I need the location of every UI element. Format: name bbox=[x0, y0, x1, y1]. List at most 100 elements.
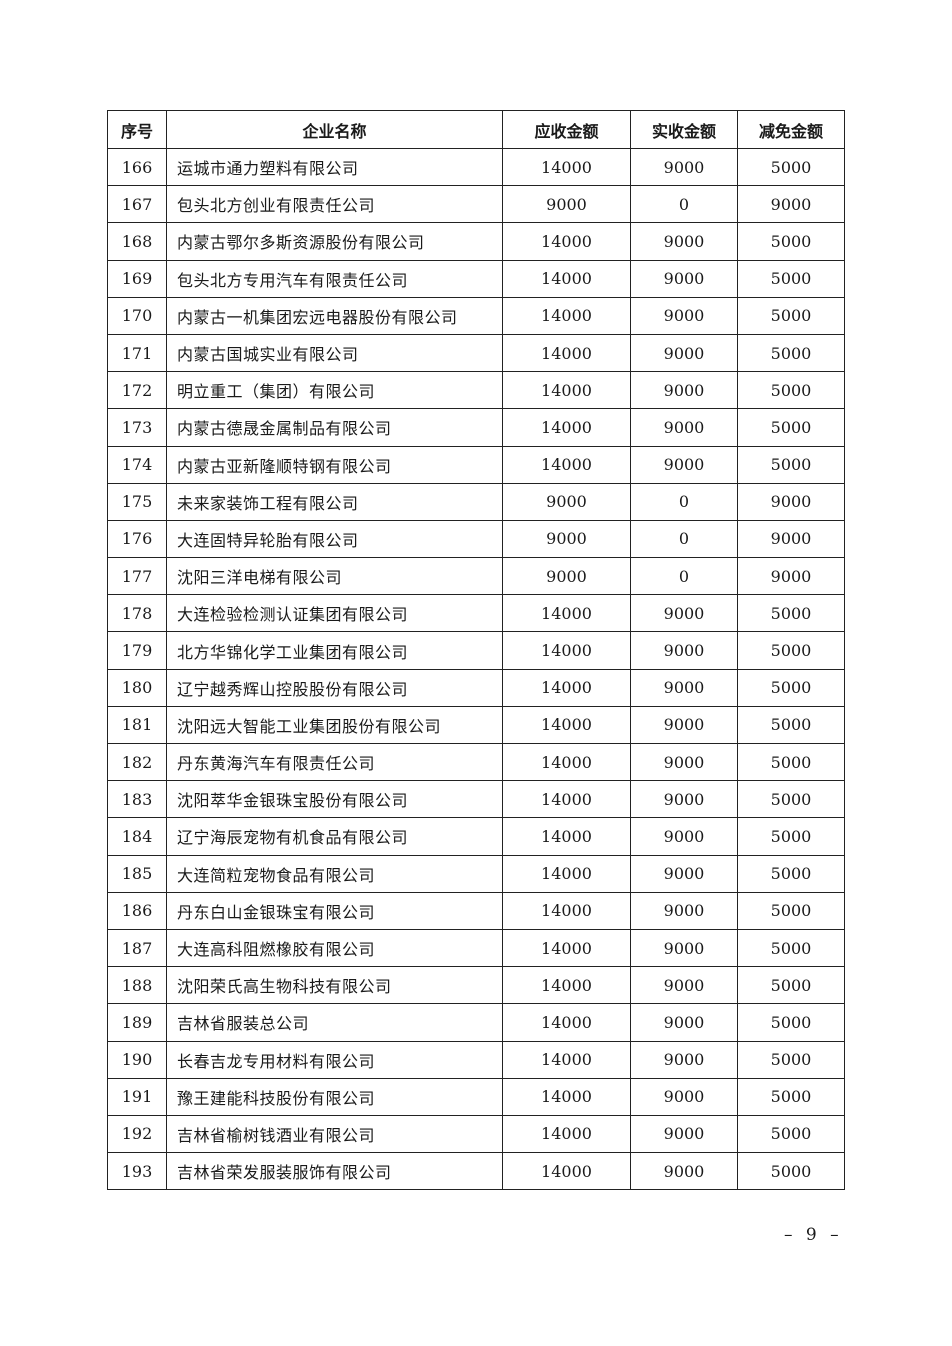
cell-amount-received: 9000 bbox=[630, 631, 738, 670]
table-row: 191 豫王建能科技股份有限公司 14000 9000 5000 bbox=[107, 1077, 845, 1116]
cell-amount-waived: 5000 bbox=[737, 1077, 845, 1116]
cell-company-name: 包头北方创业有限责任公司 bbox=[166, 185, 503, 224]
cell-amount-waived: 9000 bbox=[737, 185, 845, 224]
cell-amount-receivable: 14000 bbox=[502, 259, 631, 298]
cell-amount-waived: 5000 bbox=[737, 928, 845, 968]
cell-company-name: 内蒙古德晟金属制品有限公司 bbox=[166, 408, 503, 447]
cell-amount-receivable: 14000 bbox=[502, 780, 631, 819]
cell-amount-waived: 5000 bbox=[737, 966, 845, 1005]
cell-amount-received: 9000 bbox=[630, 408, 738, 447]
cell-company-name: 未来家装饰工程有限公司 bbox=[166, 482, 503, 521]
cell-amount-waived: 5000 bbox=[737, 445, 845, 484]
cell-amount-receivable: 9000 bbox=[502, 519, 631, 559]
cell-amount-receivable: 14000 bbox=[502, 742, 631, 782]
cell-amount-received: 9000 bbox=[630, 1077, 738, 1116]
cell-company-name: 吉林省榆树钱酒业有限公司 bbox=[166, 1114, 503, 1154]
cell-amount-received: 9000 bbox=[630, 259, 738, 298]
cell-company-name: 豫王建能科技股份有限公司 bbox=[166, 1077, 503, 1116]
cell-company-name: 运城市通力塑料有限公司 bbox=[166, 147, 503, 187]
cell-amount-receivable: 14000 bbox=[502, 371, 631, 410]
cell-serial: 183 bbox=[107, 780, 167, 819]
cell-amount-received: 9000 bbox=[630, 445, 738, 484]
table-row: 192 吉林省榆树钱酒业有限公司 14000 9000 5000 bbox=[107, 1114, 845, 1154]
cell-serial: 190 bbox=[107, 1040, 167, 1079]
cell-amount-received: 9000 bbox=[630, 928, 738, 968]
table-row: 175 未来家装饰工程有限公司 9000 0 9000 bbox=[107, 482, 845, 521]
table-row: 177 沈阳三洋电梯有限公司 9000 0 9000 bbox=[107, 557, 845, 596]
header-serial: 序号 bbox=[107, 110, 167, 149]
cell-company-name: 沈阳远大智能工业集团股份有限公司 bbox=[166, 705, 503, 745]
cell-amount-waived: 5000 bbox=[737, 668, 845, 707]
cell-amount-receivable: 14000 bbox=[502, 1003, 631, 1042]
cell-amount-waived: 5000 bbox=[737, 1003, 845, 1042]
table-row: 174 内蒙古亚新隆顺特钢有限公司 14000 9000 5000 bbox=[107, 445, 845, 484]
cell-amount-received: 9000 bbox=[630, 1003, 738, 1042]
cell-amount-received: 9000 bbox=[630, 854, 738, 893]
cell-serial: 193 bbox=[107, 1152, 167, 1191]
table-row: 184 辽宁海辰宠物有机食品有限公司 14000 9000 5000 bbox=[107, 817, 845, 856]
header-amount-received: 实收金额 bbox=[630, 110, 738, 149]
header-amount-receivable: 应收金额 bbox=[502, 110, 631, 149]
cell-serial: 169 bbox=[107, 259, 167, 298]
cell-amount-received: 9000 bbox=[630, 891, 738, 930]
cell-amount-receivable: 14000 bbox=[502, 445, 631, 484]
cell-amount-received: 9000 bbox=[630, 668, 738, 707]
table-row: 169 包头北方专用汽车有限责任公司 14000 9000 5000 bbox=[107, 259, 845, 298]
cell-amount-receivable: 14000 bbox=[502, 705, 631, 745]
table-row: 166 运城市通力塑料有限公司 14000 9000 5000 bbox=[107, 147, 845, 187]
table-row: 171 内蒙古国城实业有限公司 14000 9000 5000 bbox=[107, 333, 845, 373]
cell-amount-receivable: 14000 bbox=[502, 296, 631, 335]
table-row: 187 大连高科阻燃橡胶有限公司 14000 9000 5000 bbox=[107, 928, 845, 968]
cell-amount-received: 9000 bbox=[630, 966, 738, 1005]
cell-amount-received: 9000 bbox=[630, 296, 738, 335]
table-row: 172 明立重工（集团）有限公司 14000 9000 5000 bbox=[107, 371, 845, 410]
cell-company-name: 大连高科阻燃橡胶有限公司 bbox=[166, 928, 503, 968]
cell-serial: 191 bbox=[107, 1077, 167, 1116]
cell-amount-received: 9000 bbox=[630, 780, 738, 819]
table-row: 168 内蒙古鄂尔多斯资源股份有限公司 14000 9000 5000 bbox=[107, 222, 845, 261]
cell-company-name: 大连简粒宠物食品有限公司 bbox=[166, 854, 503, 893]
cell-serial: 174 bbox=[107, 445, 167, 484]
cell-serial: 185 bbox=[107, 854, 167, 893]
cell-amount-waived: 9000 bbox=[737, 482, 845, 521]
cell-amount-received: 9000 bbox=[630, 333, 738, 373]
table-header-row: 序号 企业名称 应收金额 实收金额 减免金额 bbox=[107, 110, 845, 149]
cell-amount-waived: 5000 bbox=[737, 1040, 845, 1079]
cell-serial: 175 bbox=[107, 482, 167, 521]
cell-amount-waived: 5000 bbox=[737, 1152, 845, 1191]
cell-amount-received: 0 bbox=[630, 185, 738, 224]
cell-amount-receivable: 14000 bbox=[502, 1040, 631, 1079]
cell-amount-receivable: 9000 bbox=[502, 482, 631, 521]
cell-company-name: 北方华锦化学工业集团有限公司 bbox=[166, 631, 503, 670]
cell-amount-waived: 5000 bbox=[737, 854, 845, 893]
cell-amount-waived: 5000 bbox=[737, 371, 845, 410]
cell-serial: 172 bbox=[107, 371, 167, 410]
cell-company-name: 内蒙古国城实业有限公司 bbox=[166, 333, 503, 373]
cell-amount-receivable: 14000 bbox=[502, 891, 631, 930]
header-amount-waived: 减免金额 bbox=[737, 110, 845, 149]
cell-amount-waived: 9000 bbox=[737, 519, 845, 559]
cell-amount-receivable: 14000 bbox=[502, 1152, 631, 1191]
cell-amount-waived: 5000 bbox=[737, 333, 845, 373]
cell-company-name: 大连固特异轮胎有限公司 bbox=[166, 519, 503, 559]
cell-company-name: 大连检验检测认证集团有限公司 bbox=[166, 594, 503, 633]
cell-serial: 171 bbox=[107, 333, 167, 373]
cell-company-name: 辽宁海辰宠物有机食品有限公司 bbox=[166, 817, 503, 856]
cell-company-name: 沈阳萃华金银珠宝股份有限公司 bbox=[166, 780, 503, 819]
cell-amount-received: 9000 bbox=[630, 1114, 738, 1154]
cell-company-name: 吉林省服装总公司 bbox=[166, 1003, 503, 1042]
fee-reduction-table: 序号 企业名称 应收金额 实收金额 减免金额 166 运城市通力塑料有限公司 140… bbox=[107, 110, 845, 1191]
cell-serial: 184 bbox=[107, 817, 167, 856]
cell-amount-waived: 5000 bbox=[737, 222, 845, 261]
cell-amount-waived: 5000 bbox=[737, 817, 845, 856]
cell-amount-receivable: 14000 bbox=[502, 668, 631, 707]
cell-serial: 192 bbox=[107, 1114, 167, 1154]
cell-company-name: 长春吉龙专用材料有限公司 bbox=[166, 1040, 503, 1079]
cell-amount-receivable: 14000 bbox=[502, 594, 631, 633]
cell-amount-receivable: 14000 bbox=[502, 631, 631, 670]
cell-amount-received: 9000 bbox=[630, 222, 738, 261]
cell-amount-received: 9000 bbox=[630, 594, 738, 633]
table-row: 170 内蒙古一机集团宏远电器股份有限公司 14000 9000 5000 bbox=[107, 296, 845, 335]
cell-amount-received: 0 bbox=[630, 519, 738, 559]
cell-amount-waived: 5000 bbox=[737, 780, 845, 819]
